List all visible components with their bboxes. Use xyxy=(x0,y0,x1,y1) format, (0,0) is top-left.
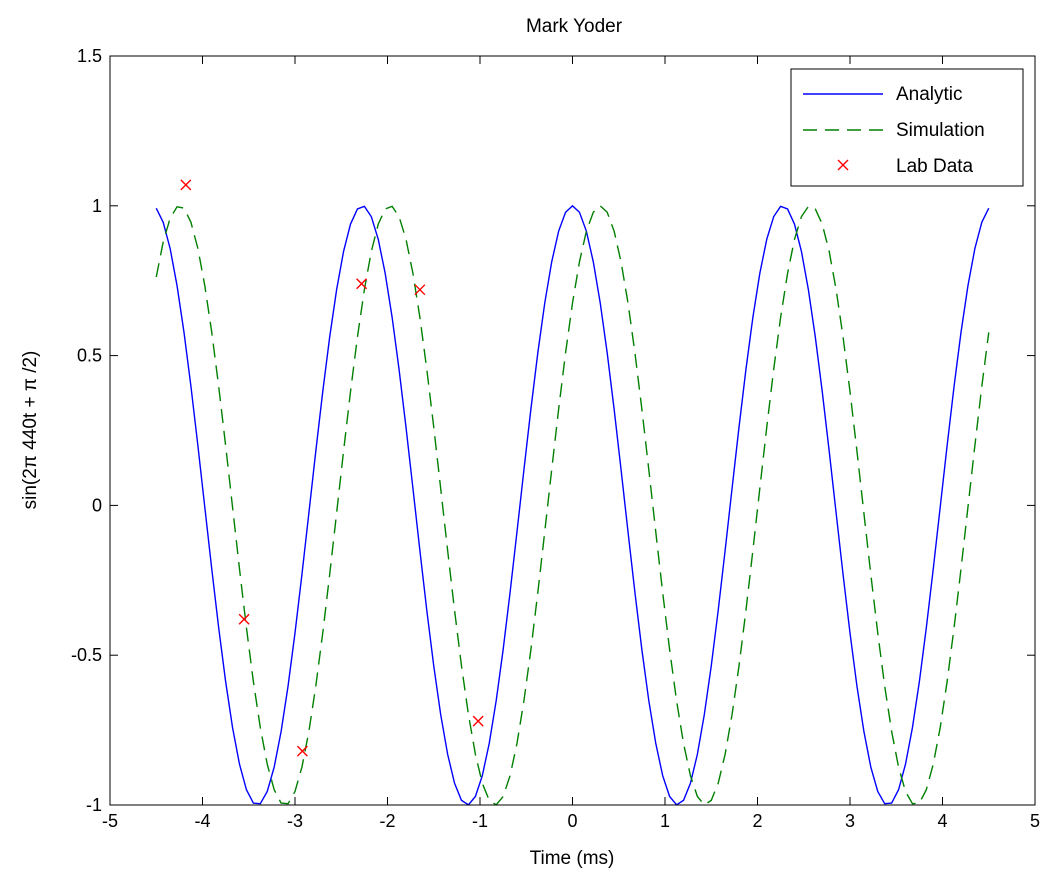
lab-data-point xyxy=(180,179,192,191)
y-tick-label: -1 xyxy=(86,795,102,815)
lab-data-point xyxy=(238,613,250,625)
x-tick-label: -1 xyxy=(472,811,488,831)
plot-area xyxy=(155,179,990,806)
x-tick-label: 1 xyxy=(660,811,670,831)
legend-label-analytic: Analytic xyxy=(896,84,963,105)
x-tick-label: -2 xyxy=(379,811,395,831)
series-line-simulation xyxy=(155,204,990,806)
x-tick-label: -4 xyxy=(194,811,210,831)
lab-data-point xyxy=(296,745,308,757)
y-axis-label: sin(2π 440t + π /2) xyxy=(20,351,41,510)
axis-ticks: -5 -4 -3 -2 -1 0 1 2 3 4 5 -1 -0.5 0 0.5 1 1.5 xyxy=(71,46,1040,831)
x-tick-label: 4 xyxy=(937,811,947,831)
y-tick-label: 1 xyxy=(92,196,102,216)
y-tick-label: 1.5 xyxy=(77,46,102,66)
x-axis-label: Time (ms) xyxy=(530,848,615,869)
lab-data-point xyxy=(414,284,426,296)
x-tick-label: 2 xyxy=(752,811,762,831)
x-tick-label: -3 xyxy=(287,811,303,831)
y-tick-label: 0 xyxy=(92,495,102,515)
legend: Analytic Simulation Lab Data xyxy=(790,68,1024,187)
x-tick-label: -5 xyxy=(102,811,118,831)
y-tick-label: 0.5 xyxy=(77,346,102,366)
x-tick-label: 0 xyxy=(567,811,577,831)
legend-label-simulation: Simulation xyxy=(896,120,985,141)
legend-marker-lab-data xyxy=(837,159,849,171)
legend-box xyxy=(790,68,1024,187)
chart-title: Mark Yoder xyxy=(526,16,623,37)
x-tick-label: 3 xyxy=(845,811,855,831)
lab-data-point xyxy=(356,278,368,290)
x-tick-label: 5 xyxy=(1030,811,1040,831)
legend-label-lab-data: Lab Data xyxy=(896,156,974,177)
y-tick-label: -0.5 xyxy=(71,645,102,665)
series-line-analytic xyxy=(155,204,990,806)
lab-data-point xyxy=(472,715,484,727)
